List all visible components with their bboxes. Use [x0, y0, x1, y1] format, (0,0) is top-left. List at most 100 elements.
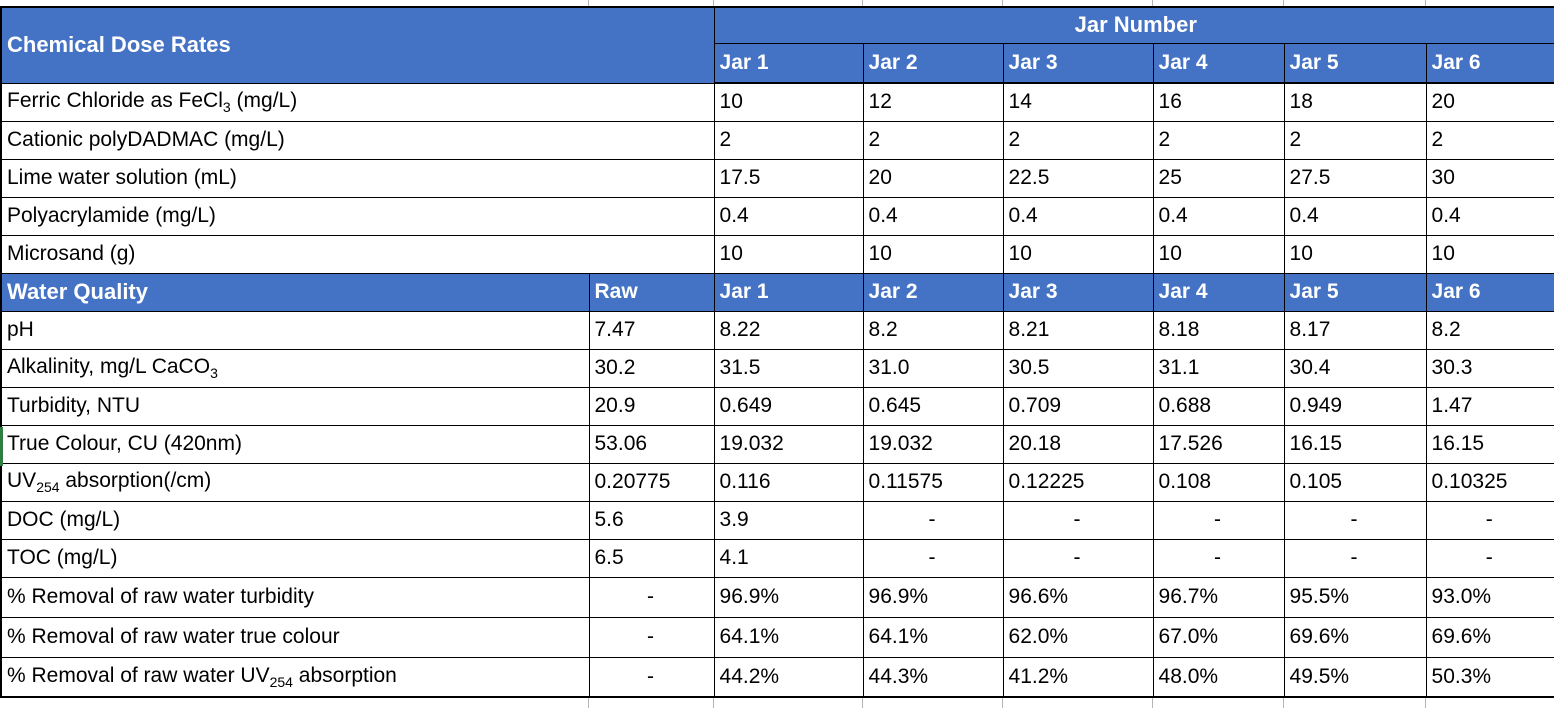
cell[interactable]: 12 — [862, 82, 1004, 122]
cell[interactable]: 48.0% — [1152, 656, 1285, 698]
cell[interactable]: 2 — [862, 120, 1004, 160]
cell[interactable]: 25 — [1152, 158, 1285, 198]
cell[interactable]: 19.032 — [713, 424, 864, 464]
cell[interactable]: 50.3% — [1425, 656, 1554, 698]
cell[interactable]: 41.2% — [1002, 656, 1154, 698]
cell[interactable]: 0.4 — [1152, 196, 1285, 236]
column-header-jar-6[interactable]: Jar 6 — [1425, 272, 1554, 312]
cell[interactable]: 2 — [1152, 120, 1285, 160]
cell[interactable]: 10 — [862, 234, 1004, 274]
cell[interactable]: 64.1% — [713, 616, 864, 658]
cell[interactable]: 31.5 — [713, 348, 864, 388]
cell[interactable]: 62.0% — [1002, 616, 1154, 658]
cell[interactable]: 10 — [1152, 234, 1285, 274]
row-label[interactable]: Polyacrylamide (mg/L) — [0, 196, 715, 236]
cell[interactable]: 3.9 — [713, 500, 864, 540]
cell[interactable]: - — [862, 500, 1004, 540]
column-header-jar-5[interactable]: Jar 5 — [1283, 272, 1427, 312]
column-header-jar-4[interactable]: Jar 4 — [1152, 42, 1285, 84]
row-label[interactable]: Turbidity, NTU — [0, 386, 590, 426]
cell[interactable]: 0.105 — [1283, 462, 1427, 502]
cell[interactable]: 49.5% — [1283, 656, 1427, 698]
column-header-jar-2[interactable]: Jar 2 — [862, 42, 1004, 84]
cell[interactable]: 16.15 — [1425, 424, 1554, 464]
cell[interactable]: 0.4 — [713, 196, 864, 236]
cell[interactable]: 2 — [713, 120, 864, 160]
cell[interactable]: 16.15 — [1283, 424, 1427, 464]
cell[interactable]: 10 — [1425, 234, 1554, 274]
row-label[interactable]: Ferric Chloride as FeCl3 (mg/L) — [0, 82, 715, 122]
cell[interactable]: 16 — [1152, 82, 1285, 122]
cell[interactable]: 0.645 — [862, 386, 1004, 426]
cell[interactable]: 2 — [1283, 120, 1427, 160]
cell[interactable]: - — [1425, 500, 1554, 540]
cell[interactable]: 31.1 — [1152, 348, 1285, 388]
cell[interactable]: 10 — [1002, 234, 1154, 274]
cell[interactable]: 96.9% — [713, 576, 864, 618]
cell[interactable]: 95.5% — [1283, 576, 1427, 618]
column-header-raw[interactable]: Raw — [588, 272, 715, 312]
cell[interactable]: 19.032 — [862, 424, 1004, 464]
cell[interactable]: 67.0% — [1152, 616, 1285, 658]
row-label[interactable]: Microsand (g) — [0, 234, 715, 274]
cell[interactable]: 14 — [1002, 82, 1154, 122]
cell[interactable]: 8.2 — [862, 310, 1004, 350]
water-quality-header-cell[interactable]: Water Quality — [0, 272, 590, 312]
column-header-jar-4[interactable]: Jar 4 — [1152, 272, 1285, 312]
cell[interactable]: 8.17 — [1283, 310, 1427, 350]
cell[interactable]: 22.5 — [1002, 158, 1154, 198]
jar-number-header-cell[interactable]: Jar Number — [713, 6, 1554, 44]
row-label[interactable]: Cationic polyDADMAC (mg/L) — [0, 120, 715, 160]
cell[interactable]: 96.6% — [1002, 576, 1154, 618]
column-header-jar-1[interactable]: Jar 1 — [713, 272, 864, 312]
cell[interactable]: 0.4 — [1283, 196, 1427, 236]
row-label[interactable]: True Colour, CU (420nm) — [0, 424, 590, 464]
cell[interactable]: 0.4 — [1425, 196, 1554, 236]
cell[interactable]: - — [1152, 538, 1285, 578]
cell[interactable]: 10 — [713, 82, 864, 122]
cell[interactable]: 2 — [1425, 120, 1554, 160]
cell[interactable]: 96.9% — [862, 576, 1004, 618]
column-header-jar-3[interactable]: Jar 3 — [1002, 272, 1154, 312]
cell[interactable]: 0.108 — [1152, 462, 1285, 502]
row-label[interactable]: Lime water solution (mL) — [0, 158, 715, 198]
cell[interactable]: 44.2% — [713, 656, 864, 698]
chemical-dose-rates-header-cell[interactable]: Chemical Dose Rates — [0, 6, 715, 84]
cell-raw[interactable]: 53.06 — [588, 424, 715, 464]
cell[interactable]: - — [862, 538, 1004, 578]
column-header-jar-1[interactable]: Jar 1 — [713, 42, 864, 84]
cell-raw[interactable]: 20.9 — [588, 386, 715, 426]
cell[interactable]: 17.5 — [713, 158, 864, 198]
row-label[interactable]: Alkalinity, mg/L CaCO3 — [0, 348, 590, 388]
cell[interactable]: 31.0 — [862, 348, 1004, 388]
cell[interactable]: 69.6% — [1283, 616, 1427, 658]
cell[interactable]: 0.11575 — [862, 462, 1004, 502]
row-label[interactable]: pH — [0, 310, 590, 350]
cell[interactable]: - — [1002, 538, 1154, 578]
cell-raw[interactable]: 6.5 — [588, 538, 715, 578]
cell[interactable]: 8.2 — [1425, 310, 1554, 350]
column-header-jar-6[interactable]: Jar 6 — [1425, 42, 1554, 84]
cell[interactable]: 18 — [1283, 82, 1427, 122]
row-label[interactable]: % Removal of raw water turbidity — [0, 576, 590, 618]
cell[interactable]: 44.3% — [862, 656, 1004, 698]
cell[interactable]: 10 — [713, 234, 864, 274]
cell-raw[interactable]: - — [588, 616, 715, 658]
cell[interactable]: 0.949 — [1283, 386, 1427, 426]
cell[interactable]: 69.6% — [1425, 616, 1554, 658]
cell[interactable]: 2 — [1002, 120, 1154, 160]
cell[interactable]: 8.21 — [1002, 310, 1154, 350]
cell[interactable]: 8.18 — [1152, 310, 1285, 350]
cell[interactable]: 0.709 — [1002, 386, 1154, 426]
cell[interactable]: 20 — [862, 158, 1004, 198]
cell[interactable]: 0.10325 — [1425, 462, 1554, 502]
cell[interactable]: 8.22 — [713, 310, 864, 350]
row-label[interactable]: % Removal of raw water true colour — [0, 616, 590, 658]
row-label[interactable]: DOC (mg/L) — [0, 500, 590, 540]
cell-raw[interactable]: 7.47 — [588, 310, 715, 350]
cell[interactable]: - — [1152, 500, 1285, 540]
cell[interactable]: - — [1283, 500, 1427, 540]
cell[interactable]: 0.649 — [713, 386, 864, 426]
column-header-jar-2[interactable]: Jar 2 — [862, 272, 1004, 312]
cell[interactable]: 0.12225 — [1002, 462, 1154, 502]
